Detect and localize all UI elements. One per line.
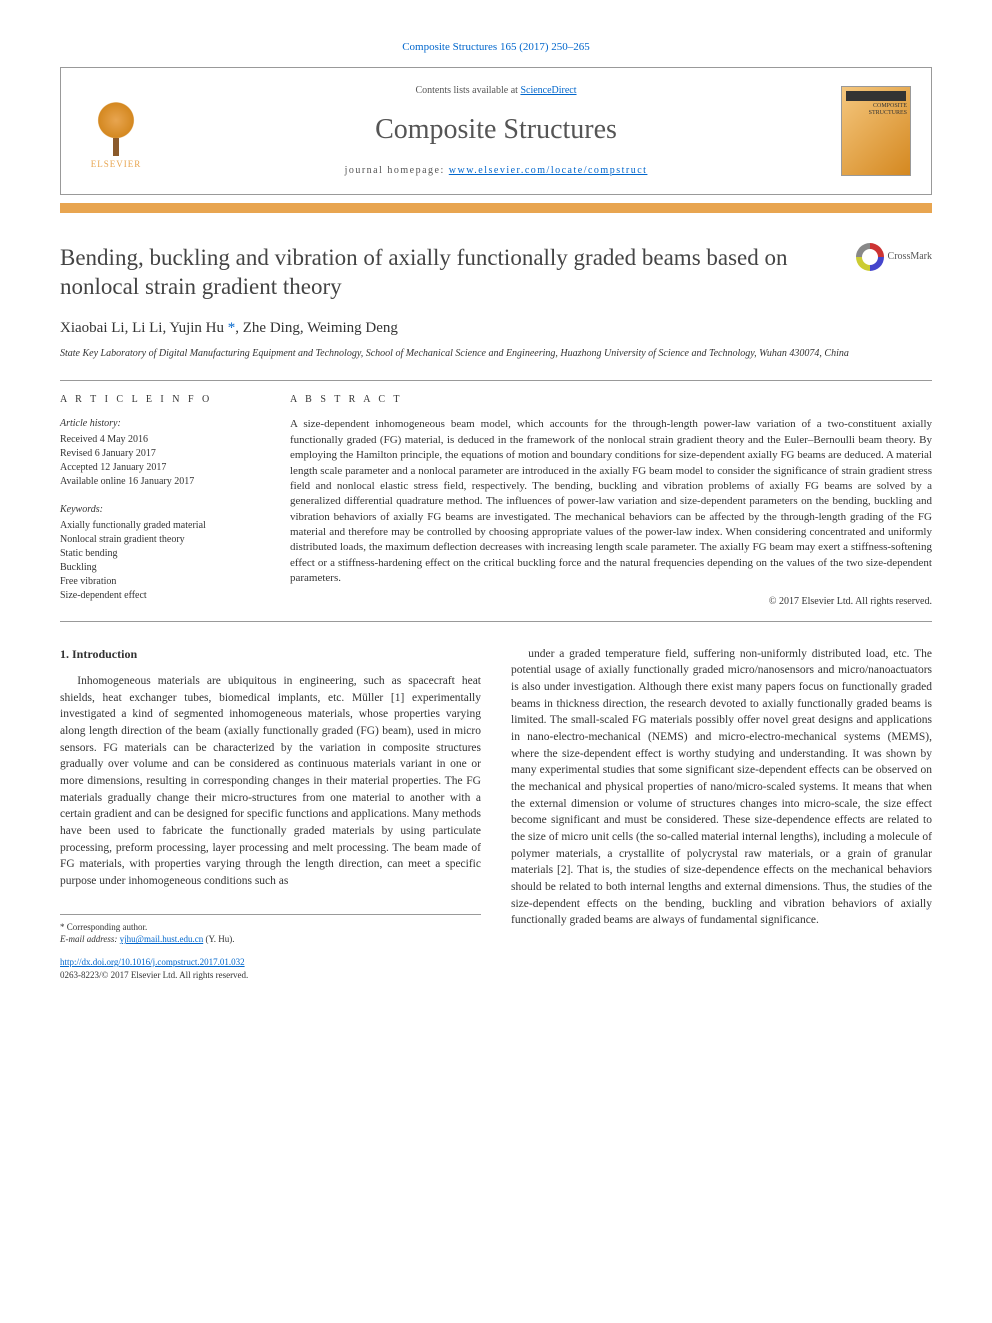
elsevier-tree-icon [91, 101, 141, 156]
abstract-text: A size-dependent inhomogeneous beam mode… [290, 417, 932, 586]
email-name: (Y. Hu). [203, 934, 234, 944]
journal-cover-label: COMPOSITE STRUCTURES [842, 103, 907, 116]
history-item: Received 4 May 2016 [60, 433, 260, 447]
elsevier-logo: ELSEVIER [81, 91, 151, 171]
article-title: Bending, buckling and vibration of axial… [60, 243, 856, 303]
keyword: Static bending [60, 547, 260, 561]
history-item: Available online 16 January 2017 [60, 475, 260, 489]
article-info-label: A R T I C L E I N F O [60, 393, 260, 407]
corresponding-author-footer: * Corresponding author. E-mail address: … [60, 914, 481, 981]
authors-trailing: , Zhe Ding, Weiming Deng [235, 320, 398, 336]
homepage-prefix: journal homepage: [345, 165, 449, 176]
homepage-line: journal homepage: www.elsevier.com/locat… [151, 164, 841, 178]
keyword: Buckling [60, 561, 260, 575]
contents-line: Contents lists available at ScienceDirec… [151, 84, 841, 98]
corresponding-label: * Corresponding author. [60, 921, 481, 934]
affiliation: State Key Laboratory of Digital Manufact… [60, 347, 932, 360]
crossmark-label: CrossMark [888, 250, 932, 264]
section-heading-introduction: 1. Introduction [60, 646, 481, 663]
keyword: Axially functionally graded material [60, 519, 260, 533]
header-box: ELSEVIER Contents lists available at Sci… [60, 67, 932, 194]
keyword: Size-dependent effect [60, 589, 260, 603]
email-label: E-mail address: [60, 934, 120, 944]
body-paragraph: Inhomogeneous materials are ubiquitous i… [60, 673, 481, 890]
contents-prefix: Contents lists available at [415, 85, 520, 96]
body-paragraph: under a graded temperature field, suffer… [511, 646, 932, 929]
copyright-line: © 2017 Elsevier Ltd. All rights reserved… [290, 595, 932, 609]
abstract-label: A B S T R A C T [290, 393, 932, 407]
accent-bar [60, 203, 932, 213]
journal-cover-thumbnail: COMPOSITE STRUCTURES [841, 86, 911, 176]
crossmark-badge[interactable]: CrossMark [856, 243, 932, 271]
keywords-label: Keywords: [60, 503, 260, 517]
keyword: Free vibration [60, 575, 260, 589]
history-item: Revised 6 January 2017 [60, 447, 260, 461]
divider-bottom [60, 621, 932, 622]
authors-line: Xiaobai Li, Li Li, Yujin Hu *, Zhe Ding,… [60, 318, 932, 339]
history-item: Accepted 12 January 2017 [60, 461, 260, 475]
history-label: Article history: [60, 417, 260, 431]
journal-reference: Composite Structures 165 (2017) 250–265 [60, 40, 932, 55]
email-link[interactable]: yjhu@mail.hust.edu.cn [120, 934, 204, 944]
article-info-block: A R T I C L E I N F O Article history: R… [60, 393, 260, 608]
keyword: Nonlocal strain gradient theory [60, 533, 260, 547]
elsevier-label: ELSEVIER [91, 158, 142, 171]
abstract-block: A B S T R A C T A size-dependent inhomog… [290, 393, 932, 608]
divider-top [60, 380, 932, 381]
authors-leading: Xiaobai Li, Li Li, Yujin Hu [60, 320, 224, 336]
body-column-left: 1. Introduction Inhomogeneous materials … [60, 646, 481, 982]
homepage-link[interactable]: www.elsevier.com/locate/compstruct [449, 165, 648, 176]
sciencedirect-link[interactable]: ScienceDirect [520, 85, 576, 96]
body-column-right: under a graded temperature field, suffer… [511, 646, 932, 982]
crossmark-icon [856, 243, 884, 271]
doi-link[interactable]: http://dx.doi.org/10.1016/j.compstruct.2… [60, 957, 245, 967]
issn-copyright: 0263-8223/© 2017 Elsevier Ltd. All right… [60, 970, 248, 980]
journal-name: Composite Structures [151, 110, 841, 149]
